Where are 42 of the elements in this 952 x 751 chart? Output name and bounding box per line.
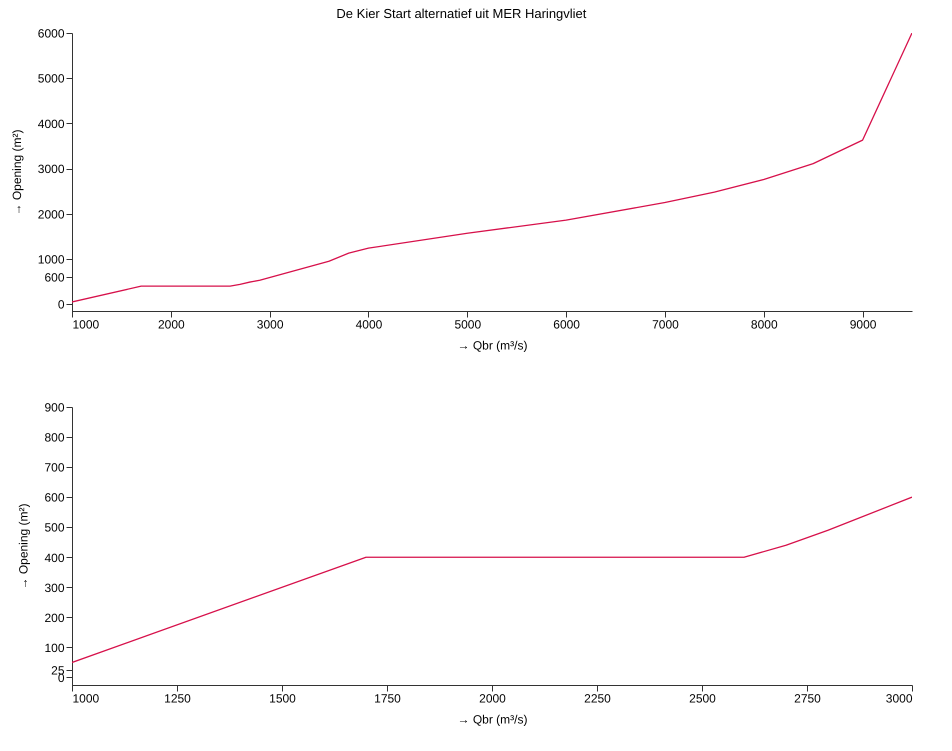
x-tick-label: 2750: [794, 692, 822, 706]
x-tick-label: 3000: [886, 692, 913, 706]
x-tick-label: 1000: [72, 318, 100, 332]
y-axis-title: → Opening (m²): [16, 503, 30, 590]
x-axis-title: → Qbr (m³/s): [458, 712, 528, 726]
line-series: [72, 33, 912, 303]
x-tick-label: 6000: [553, 318, 580, 332]
x-tick-label: 8000: [750, 318, 778, 332]
y-tick-label: 1000: [38, 252, 65, 267]
line-series: [72, 496, 912, 664]
y-tick-label: 600: [44, 490, 65, 505]
x-tick-label: 5000: [454, 318, 482, 332]
x-axis-title: → Qbr (m³/s): [458, 338, 528, 352]
y-tick-label: 3000: [38, 162, 65, 176]
x-tick-label: 1000: [72, 692, 100, 706]
y-tick-label: 200: [44, 610, 65, 625]
x-tick-label: 9000: [850, 318, 877, 332]
y-tick-label: 700: [44, 460, 65, 475]
x-tick-label: 4000: [356, 318, 383, 332]
x-tick-label: 2000: [479, 692, 506, 706]
y-tick-label: 2000: [38, 207, 65, 222]
y-tick-label: 600: [44, 270, 65, 285]
x-tick-label: 3000: [256, 318, 284, 332]
y-tick-label: 500: [44, 520, 65, 535]
y-tick-label: 300: [44, 580, 65, 595]
x-tick-label: 2000: [158, 318, 185, 332]
y-axis-title: → Opening (m²): [10, 129, 24, 216]
y-tick-label: 400: [44, 550, 65, 565]
chart-title: De Kier Start alternatief uit MER Haringvliet: [336, 6, 587, 21]
y-tick-label: 900: [44, 400, 65, 414]
x-tick-label: 1500: [269, 692, 296, 706]
x-tick-label: 2250: [584, 692, 612, 706]
y-tick-label: 800: [44, 430, 65, 445]
y-tick-label: 5000: [38, 72, 65, 86]
x-tick-label: 2500: [689, 692, 716, 706]
x-tick-label: 1750: [374, 692, 402, 706]
y-tick-label: 100: [44, 640, 65, 655]
y-tick-label: 0: [58, 298, 65, 312]
x-tick-label: 7000: [652, 318, 680, 332]
y-tick-label: 6000: [38, 26, 65, 40]
y-tick-label: 4000: [38, 116, 65, 131]
x-tick-label: 1250: [164, 692, 192, 706]
